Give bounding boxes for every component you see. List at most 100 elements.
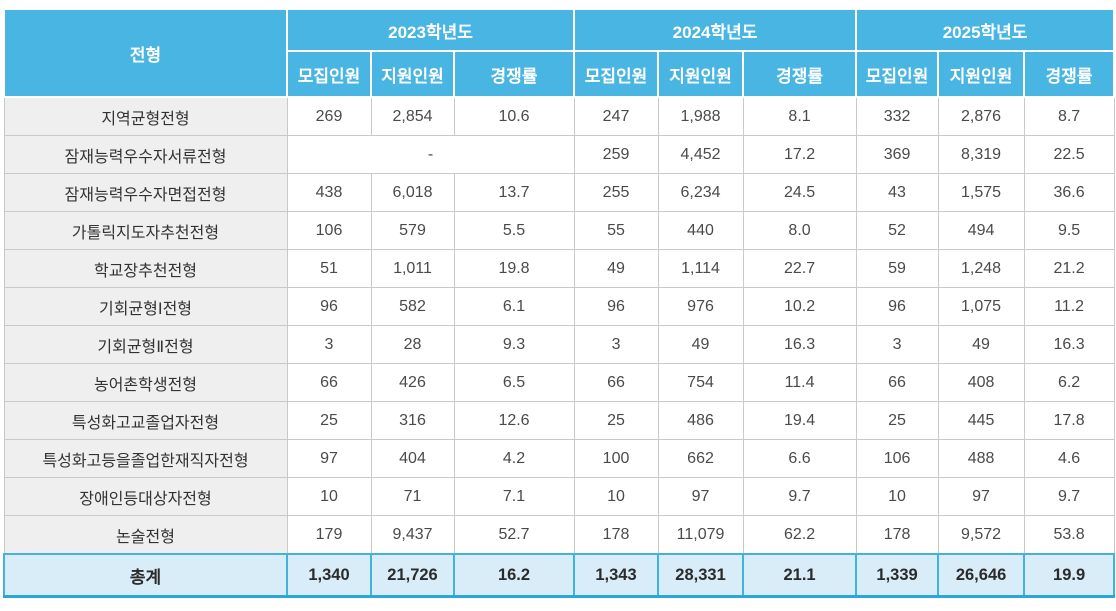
subheader-2023-quota: 모집인원 [286,50,372,98]
subheader-2024-ratio: 경쟁률 [742,50,858,98]
row-label: 장애인등대상자전형 [3,477,288,516]
data-cell: 9.7 [742,477,857,516]
data-cell: 22.5 [1023,135,1115,174]
subheader-2023-ratio: 경쟁률 [452,50,576,98]
data-cell: 3 [286,325,372,364]
data-cell: 21.2 [1023,249,1115,288]
subheader-2025-ratio: 경쟁률 [1023,50,1116,98]
table-row: 학교장추천전형 51 1,011 19.8 49 1,114 22.7 59 1,248 21.2 [3,249,1115,288]
data-cell: 4.6 [1023,439,1115,478]
data-cell: 25 [573,401,659,440]
row-label: 잠재능력우수자서류전형 [3,135,288,174]
subcolumn-header-row: 모집인원 지원인원 경쟁률 모집인원 지원인원 경쟁률 모집인원 지원인원 경쟁… [4,50,1116,98]
data-cell: 408 [937,363,1025,402]
data-cell: 97 [937,477,1025,516]
data-cell: 7.1 [453,477,575,516]
table-header: 전형 2023학년도 2024학년도 2025학년도 모집인원 지원인원 경쟁률… [3,8,1116,98]
data-cell: 13.7 [453,173,575,212]
row-label: 학교장추천전형 [3,249,288,288]
data-cell: 438 [286,173,372,212]
data-cell: 25 [286,401,372,440]
data-cell: 4.2 [453,439,575,478]
data-cell: 97 [657,477,744,516]
row-label: 논술전형 [3,515,288,555]
data-cell: 6,018 [370,173,455,212]
total-row: 총계 1,340 21,726 16.2 1,343 28,331 21.1 1… [3,553,1116,598]
row-label: 기회균형Ⅰ전형 [3,287,288,326]
data-cell: 3 [573,325,659,364]
data-cell: 25 [855,401,939,440]
year-header-2024: 2024학년도 [573,8,858,52]
data-cell: 269 [286,96,372,136]
data-cell: 9.7 [1023,477,1115,516]
data-cell: 66 [286,363,372,402]
data-cell: 5.5 [453,211,575,250]
data-cell: 486 [657,401,744,440]
data-cell: 66 [573,363,659,402]
data-cell: 369 [855,135,939,174]
table-row: 특성화고등을졸업한재직자전형 97 404 4.2 100 662 6.6 106 488 4.6 [3,439,1115,478]
data-cell: 96 [286,287,372,326]
data-cell: 9.3 [453,325,575,364]
data-cell: 106 [286,211,372,250]
data-cell: 259 [573,135,659,174]
data-cell: 8,319 [937,135,1025,174]
data-cell: - [286,135,575,174]
data-cell: 71 [370,477,455,516]
table-row: 특성화고교졸업자전형 25 316 12.6 25 486 19.4 25 445 17.8 [3,401,1115,440]
row-label: 기회균형Ⅱ전형 [3,325,288,364]
data-cell: 404 [370,439,455,478]
row-label: 특성화고등을졸업한재직자전형 [3,439,288,478]
table-row: 기회균형Ⅱ전형 3 28 9.3 3 49 16.3 3 49 16.3 [3,325,1115,364]
data-cell: 316 [370,401,455,440]
corner-header-cell: 전형 [3,8,288,98]
data-cell: 255 [573,173,659,212]
data-cell: 24.5 [742,173,857,212]
data-cell: 36.6 [1023,173,1115,212]
data-cell: 494 [937,211,1025,250]
data-cell: 49 [657,325,744,364]
table-body: 지역균형전형 269 2,854 10.6 247 1,988 8.1 332 2,876 8.7… [3,96,1115,555]
total-cell: 1,343 [573,553,660,598]
data-cell: 51 [286,249,372,288]
data-cell: 10 [573,477,659,516]
data-cell: 3 [855,325,939,364]
data-cell: 582 [370,287,455,326]
data-cell: 179 [286,515,372,555]
data-cell: 976 [657,287,744,326]
data-cell: 19.8 [453,249,575,288]
data-cell: 10 [855,477,939,516]
data-cell: 6.2 [1023,363,1115,402]
data-cell: 52.7 [453,515,575,555]
year-header-2025: 2025학년도 [855,8,1116,52]
data-cell: 16.3 [1023,325,1115,364]
data-cell: 1,011 [370,249,455,288]
data-cell: 6,234 [657,173,744,212]
data-cell: 178 [573,515,659,555]
data-cell: 8.1 [742,96,857,136]
data-cell: 426 [370,363,455,402]
data-cell: 9.5 [1023,211,1115,250]
data-cell: 10 [286,477,372,516]
data-cell: 11.4 [742,363,857,402]
year-header-2023: 2023학년도 [285,8,576,52]
data-cell: 100 [573,439,659,478]
data-cell: 1,988 [657,96,744,136]
data-cell: 17.2 [742,135,857,174]
data-cell: 16.3 [742,325,857,364]
data-cell: 6.1 [453,287,575,326]
admissions-table: 전형 2023학년도 2024학년도 2025학년도 모집인원 지원인원 경쟁률… [3,8,1116,598]
data-cell: 2,854 [370,96,455,136]
subheader-2025-applicants: 지원인원 [937,50,1026,98]
data-cell: 106 [855,439,939,478]
table-row: 장애인등대상자전형 10 71 7.1 10 97 9.7 10 97 9.7 [3,477,1115,516]
total-cell: 28,331 [657,553,745,598]
data-cell: 9,437 [370,515,455,555]
data-cell: 178 [855,515,939,555]
subheader-2025-quota: 모집인원 [855,50,940,98]
data-cell: 17.8 [1023,401,1115,440]
row-label: 농어촌학생전형 [3,363,288,402]
data-cell: 10.2 [742,287,857,326]
data-cell: 9,572 [937,515,1025,555]
